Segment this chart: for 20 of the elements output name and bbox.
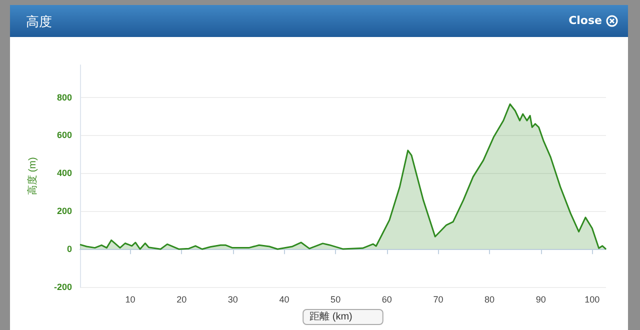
x-tick-label: 100 xyxy=(584,294,600,305)
x-tick-label: 80 xyxy=(484,294,495,305)
y-tick-label: -200 xyxy=(54,282,72,292)
y-axis-title: 高度 (m) xyxy=(26,157,38,195)
y-tick-label: 800 xyxy=(56,92,72,102)
x-tick-label: 50 xyxy=(330,294,341,305)
chart-title: 高度 xyxy=(26,14,52,31)
text: Close xyxy=(568,14,602,27)
x-tick-label: 40 xyxy=(279,294,290,305)
x-axis-title: 距離 (km) xyxy=(310,310,352,322)
x-tick-label: 90 xyxy=(536,294,546,305)
y-tick-label: 0 xyxy=(66,244,72,254)
x-tick-label: 60 xyxy=(382,294,392,305)
x-tick-label: 70 xyxy=(433,294,444,305)
x-tick-label: 30 xyxy=(228,294,238,305)
y-tick-label: 200 xyxy=(56,206,72,216)
y-tick-label: 600 xyxy=(56,130,72,140)
x-tick-label: 10 xyxy=(125,294,136,305)
y-tick-label: 400 xyxy=(56,168,72,178)
x-tick-label: 20 xyxy=(176,294,187,305)
